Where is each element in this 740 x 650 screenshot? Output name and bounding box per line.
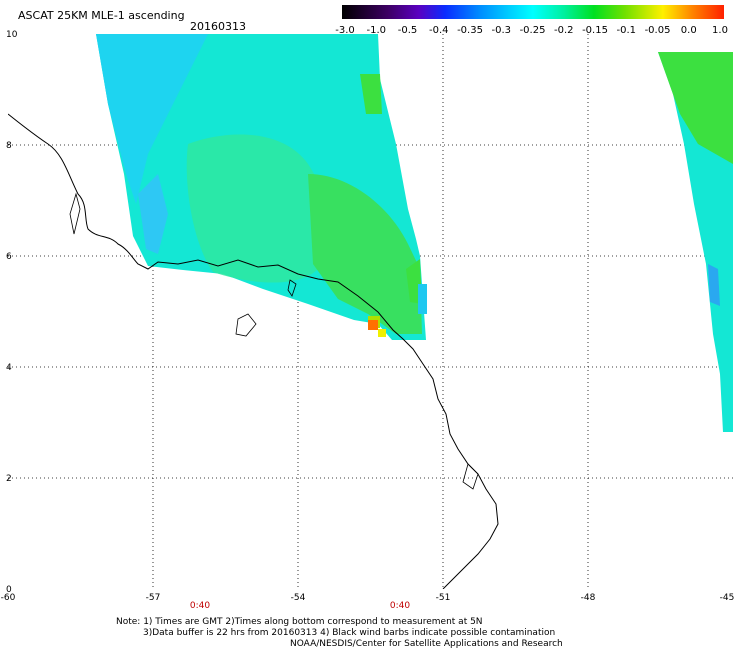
product-date: 20160313 (190, 20, 246, 33)
latitude-label: 4 (6, 363, 12, 373)
coastline (8, 113, 499, 589)
latitude-label: 6 (6, 252, 12, 262)
colorbar-label: -0.25 (519, 25, 546, 36)
latitude-label: 10 (6, 30, 18, 40)
longitude-label: -60 (0, 593, 16, 603)
colorbar-label: -1.0 (366, 25, 387, 36)
scatterometer-map (8, 34, 733, 589)
longitude-label: -48 (580, 593, 596, 603)
wind-swath-1 (96, 34, 427, 340)
colorbar-label: -0.2 (553, 25, 574, 36)
latitude-label: 8 (6, 141, 12, 151)
note-line-1: Note: 1) Times are GMT 2)Times along bot… (116, 617, 483, 627)
wind-swath-2 (658, 52, 733, 432)
latitude-label: 2 (6, 474, 12, 484)
colorbar-label: -3.0 (335, 25, 355, 36)
colorbar-label: -0.35 (457, 25, 483, 36)
colorbar-label: -0.15 (582, 25, 608, 36)
colorbar-label: -0.1 (616, 25, 637, 36)
longitude-label: -54 (290, 593, 306, 603)
colorbar-label: 1.0 (712, 25, 728, 36)
colorbar-label: 0.0 (680, 25, 697, 36)
colorbar-label: -0.05 (644, 25, 671, 36)
note-line-3: NOAA/NESDIS/Center for Satellite Applica… (290, 639, 563, 649)
colorbar-label: -0.3 (491, 25, 512, 36)
colorbar-label: -0.4 (428, 25, 449, 36)
colorbar-label: -0.5 (397, 25, 418, 36)
longitude-label: -51 (435, 593, 451, 603)
time-label-1: 0:40 (189, 601, 211, 611)
note-line-2: 3)Data buffer is 22 hrs from 20160313 4)… (143, 628, 556, 638)
time-label-2: 0:40 (389, 601, 411, 611)
longitude-label: -57 (145, 593, 161, 603)
product-title: ASCAT 25KM MLE-1 ascending (18, 9, 185, 22)
colorbar (342, 5, 724, 19)
latitude-label: 0 (6, 585, 12, 595)
longitude-label: -45 (719, 593, 735, 603)
